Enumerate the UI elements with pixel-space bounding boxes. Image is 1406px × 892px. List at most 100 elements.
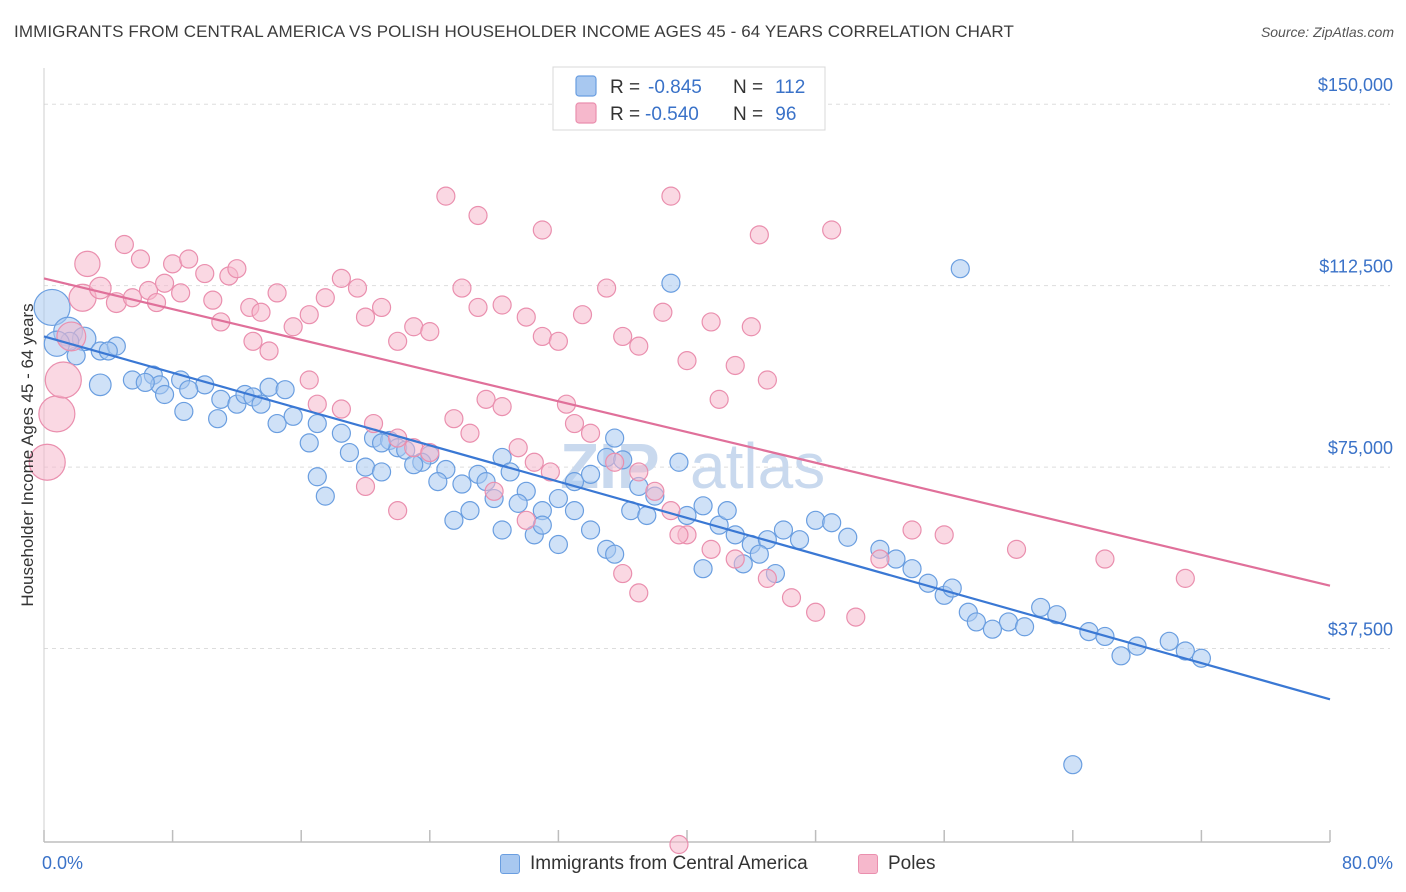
- x-tick-label: 80.0%: [1342, 853, 1393, 873]
- point-poles: [331, 268, 351, 288]
- point-immigrants: [661, 273, 681, 293]
- point-poles: [677, 351, 697, 371]
- point-immigrants: [838, 527, 858, 547]
- point-poles: [114, 234, 134, 255]
- point-poles: [741, 317, 761, 337]
- point-immigrants: [1127, 636, 1147, 656]
- point-immigrants: [773, 520, 794, 540]
- point-poles: [524, 452, 544, 472]
- point-poles: [154, 273, 175, 293]
- point-poles: [347, 278, 368, 298]
- watermark-atlas: atlas: [690, 430, 825, 502]
- point-poles: [355, 307, 376, 327]
- point-poles: [371, 297, 392, 318]
- point-immigrants: [1175, 641, 1195, 661]
- point-immigrants: [208, 409, 228, 429]
- point-poles: [468, 297, 488, 318]
- point-poles: [146, 292, 167, 313]
- trendline-pink: [43, 277, 1331, 587]
- point-poles: [404, 317, 424, 337]
- point-immigrants: [33, 288, 71, 327]
- series-poles: [28, 186, 1195, 855]
- point-immigrants: [404, 455, 424, 475]
- point-immigrants: [460, 501, 480, 521]
- point-poles: [251, 302, 271, 322]
- point-immigrants: [693, 496, 713, 516]
- point-immigrants: [886, 549, 906, 569]
- point-immigrants: [966, 612, 986, 632]
- point-poles: [299, 305, 319, 325]
- point-poles: [613, 326, 633, 347]
- point-poles: [179, 249, 199, 269]
- point-immigrants: [725, 525, 745, 545]
- point-poles: [597, 278, 617, 298]
- point-poles: [315, 288, 335, 308]
- point-immigrants: [789, 530, 810, 550]
- point-immigrants: [669, 452, 689, 472]
- point-immigrants: [428, 472, 448, 492]
- trend-lines: [43, 277, 1331, 701]
- point-poles: [452, 278, 472, 298]
- point-immigrants: [998, 612, 1019, 632]
- point-poles: [757, 370, 777, 390]
- bottom-legend-item-blue[interactable]: Immigrants from Central America: [500, 851, 808, 877]
- point-poles: [195, 263, 215, 284]
- point-immigrants: [1159, 631, 1179, 651]
- correlation-legend: R = -0.845 N = 112 R = -0.540 N = 96: [552, 66, 826, 131]
- point-poles: [902, 520, 922, 540]
- point-immigrants: [982, 619, 1003, 639]
- point-poles: [203, 290, 223, 310]
- point-poles: [444, 409, 464, 429]
- point-poles: [299, 370, 319, 390]
- point-poles: [1006, 539, 1027, 559]
- point-poles: [484, 481, 504, 501]
- point-immigrants: [717, 501, 737, 521]
- point-poles: [492, 295, 512, 315]
- bottom-legend-item-pink[interactable]: Poles: [858, 851, 936, 877]
- grid-lines: [44, 103, 1390, 650]
- point-immigrants: [1014, 617, 1035, 637]
- point-poles: [259, 341, 279, 361]
- y-tick-labels: $37,500 $75,000 $112,500 $150,000: [1318, 75, 1393, 639]
- point-poles: [74, 250, 101, 278]
- point-poles: [532, 326, 552, 347]
- legend-n-value: 112: [775, 77, 805, 98]
- point-poles: [130, 249, 151, 269]
- legend-r-label: R =: [610, 77, 640, 98]
- point-poles: [163, 254, 183, 274]
- point-immigrants: [532, 515, 552, 535]
- point-poles: [701, 539, 721, 559]
- point-poles: [540, 462, 560, 482]
- point-immigrants: [1063, 755, 1083, 775]
- point-poles: [749, 225, 769, 245]
- point-poles: [355, 476, 376, 497]
- point-immigrants: [315, 486, 335, 506]
- x-tick-labels: 0.0% 80.0%: [42, 853, 1393, 873]
- point-immigrants: [339, 442, 360, 463]
- point-immigrants: [371, 462, 392, 482]
- point-poles: [725, 549, 745, 569]
- point-poles: [1095, 549, 1115, 569]
- point-poles: [846, 607, 866, 627]
- legend-swatch-blue: [575, 75, 597, 97]
- point-immigrants: [179, 380, 199, 400]
- point-poles: [709, 389, 729, 409]
- y-tick-label: $112,500: [1319, 257, 1393, 277]
- point-immigrants: [1111, 646, 1131, 666]
- y-tick-label: $75,000: [1328, 438, 1393, 458]
- point-poles: [781, 588, 802, 608]
- legend-swatch-pink: [858, 854, 878, 874]
- point-immigrants: [693, 559, 713, 579]
- point-poles: [870, 549, 890, 569]
- point-immigrants: [452, 474, 472, 494]
- point-immigrants: [307, 467, 327, 487]
- legend-swatch-blue: [500, 854, 520, 874]
- point-poles: [388, 501, 408, 521]
- legend-r-label: R =: [610, 104, 640, 125]
- point-immigrants: [331, 423, 351, 443]
- legend-n-label: N =: [733, 104, 763, 125]
- point-poles: [934, 525, 954, 545]
- x-tick-label: 0.0%: [42, 853, 83, 873]
- point-poles: [1175, 568, 1195, 588]
- point-poles: [492, 397, 512, 417]
